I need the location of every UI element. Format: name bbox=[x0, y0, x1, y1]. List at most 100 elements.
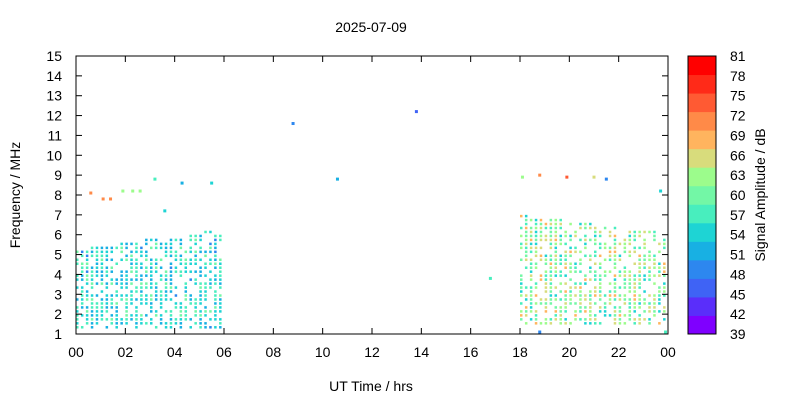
heatmap-cell bbox=[164, 278, 168, 281]
heatmap-cell bbox=[140, 286, 143, 289]
heatmap-cell bbox=[524, 250, 528, 254]
heatmap-cell bbox=[633, 302, 636, 305]
heatmap-cell bbox=[653, 238, 656, 242]
heatmap-cell bbox=[539, 298, 543, 301]
heatmap-cell bbox=[189, 298, 192, 301]
heatmap-cell bbox=[648, 310, 651, 313]
heatmap-cell bbox=[628, 238, 632, 242]
data-point bbox=[592, 175, 596, 179]
heatmap-cell bbox=[85, 262, 89, 265]
heatmap-cell bbox=[164, 242, 168, 246]
heatmap-cell bbox=[150, 302, 153, 305]
heatmap-cell bbox=[154, 310, 158, 313]
y-tick-label: 15 bbox=[46, 48, 62, 64]
heatmap-cell bbox=[174, 318, 178, 321]
heatmap-cell bbox=[594, 226, 597, 230]
heatmap-cell bbox=[653, 262, 656, 265]
heatmap-cell bbox=[564, 306, 567, 309]
heatmap-cell bbox=[603, 294, 607, 297]
heatmap-cell bbox=[544, 270, 548, 273]
heatmap-cell bbox=[194, 258, 197, 262]
heatmap-cell bbox=[184, 258, 188, 262]
heatmap-cell bbox=[145, 282, 148, 285]
y-tick-label: 10 bbox=[46, 147, 62, 163]
heatmap-cell bbox=[189, 318, 192, 321]
heatmap-cell bbox=[564, 250, 567, 254]
heatmap-cell bbox=[534, 318, 538, 321]
heatmap-cell bbox=[623, 242, 627, 246]
heatmap-cell bbox=[214, 326, 217, 329]
heatmap-cell bbox=[154, 294, 158, 297]
heatmap-cell bbox=[184, 318, 188, 321]
colorbar-segment bbox=[688, 111, 716, 131]
heatmap-cell bbox=[618, 270, 622, 273]
heatmap-cell bbox=[214, 274, 217, 277]
heatmap-cell bbox=[633, 282, 636, 285]
heatmap-cell bbox=[90, 250, 94, 254]
heatmap-cell bbox=[618, 242, 622, 246]
heatmap-cell bbox=[524, 254, 528, 258]
heatmap-cell bbox=[219, 258, 222, 262]
heatmap-cell bbox=[130, 278, 133, 281]
heatmap-cell bbox=[199, 270, 202, 273]
heatmap-cell bbox=[169, 266, 173, 269]
heatmap-cell bbox=[623, 270, 627, 273]
heatmap-cell bbox=[209, 258, 212, 262]
x-tick-label: 10 bbox=[315, 344, 331, 360]
heatmap-cell bbox=[76, 274, 79, 277]
y-tick-label: 7 bbox=[54, 207, 62, 223]
heatmap-cell bbox=[638, 230, 641, 234]
heatmap-cell bbox=[130, 262, 133, 265]
heatmap-cell bbox=[589, 270, 592, 273]
heatmap-cell bbox=[219, 266, 222, 269]
heatmap-cell bbox=[663, 286, 666, 289]
heatmap-cell bbox=[110, 294, 114, 297]
heatmap-cell bbox=[189, 250, 192, 254]
heatmap-cell bbox=[115, 310, 118, 313]
heatmap-cell bbox=[150, 266, 153, 269]
heatmap-cell bbox=[658, 290, 661, 293]
heatmap-cell bbox=[658, 242, 661, 246]
heatmap-cell bbox=[219, 322, 222, 325]
heatmap-cell bbox=[100, 290, 104, 293]
heatmap-cell bbox=[154, 326, 158, 329]
heatmap-cell bbox=[589, 302, 592, 305]
heatmap-cell bbox=[159, 314, 163, 317]
heatmap-cell bbox=[559, 282, 562, 285]
heatmap-cell bbox=[125, 258, 128, 262]
heatmap-cell bbox=[633, 262, 636, 265]
heatmap-cell bbox=[524, 222, 528, 226]
heatmap-cell bbox=[209, 326, 212, 329]
heatmap-cell bbox=[214, 310, 217, 313]
heatmap-cell bbox=[534, 218, 538, 222]
heatmap-cell bbox=[648, 250, 651, 254]
heatmap-cell bbox=[554, 266, 558, 269]
heatmap-cell bbox=[150, 298, 153, 301]
heatmap-cell bbox=[85, 278, 89, 281]
heatmap-cell bbox=[638, 294, 641, 297]
heatmap-cell bbox=[204, 254, 207, 258]
heatmap-cell bbox=[539, 234, 543, 238]
heatmap-cell bbox=[633, 286, 636, 289]
heatmap-cell bbox=[613, 258, 617, 262]
heatmap-cell bbox=[90, 278, 94, 281]
heatmap-cell bbox=[589, 294, 592, 297]
heatmap-cell bbox=[618, 274, 622, 277]
heatmap-cell bbox=[80, 306, 84, 309]
heatmap-cell bbox=[564, 242, 567, 246]
heatmap-cell bbox=[559, 322, 562, 325]
heatmap-cell bbox=[539, 226, 543, 230]
data-point bbox=[153, 177, 157, 181]
heatmap-cell bbox=[90, 322, 94, 325]
heatmap-cell bbox=[159, 278, 163, 281]
heatmap-cell bbox=[653, 258, 656, 262]
heatmap-cell bbox=[125, 314, 128, 317]
heatmap-cell bbox=[150, 262, 153, 265]
heatmap-cell bbox=[638, 254, 641, 258]
heatmap-cell bbox=[539, 230, 543, 234]
heatmap-cell bbox=[529, 250, 533, 254]
heatmap-cell bbox=[534, 250, 538, 254]
heatmap-cell bbox=[559, 226, 562, 230]
heatmap-cell bbox=[643, 258, 646, 262]
data-point bbox=[131, 189, 135, 193]
